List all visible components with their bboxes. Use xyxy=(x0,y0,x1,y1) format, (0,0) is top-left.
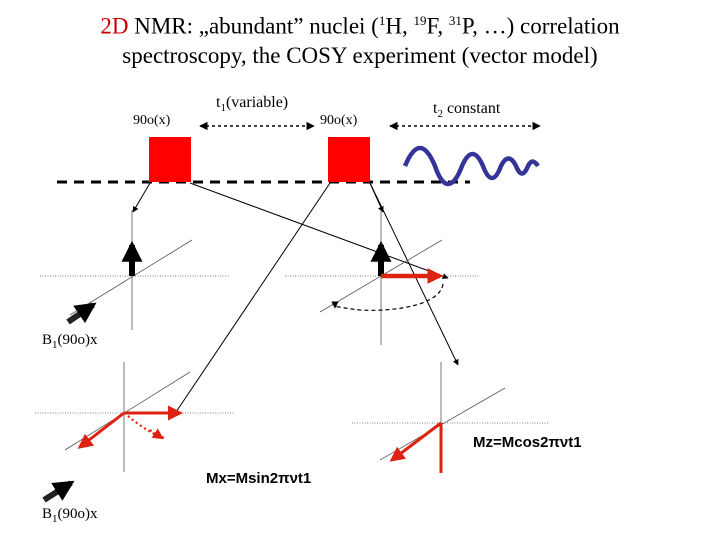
fid-signal xyxy=(402,145,540,187)
title-line-2: spectroscopy, the COSY experiment (vecto… xyxy=(122,43,598,68)
pulse-2 xyxy=(328,137,370,182)
dotted-rotation xyxy=(127,415,166,440)
b1-arrow-upper xyxy=(66,302,97,325)
frame-2 xyxy=(285,210,480,345)
t2-label: t2 constant xyxy=(433,100,501,121)
precession-arc xyxy=(331,283,444,311)
title-line-1: 2D NMR: „abundant” nuclei (1H, 19F, 31P,… xyxy=(100,13,620,39)
pulse1-label: 90o(x) xyxy=(133,113,171,128)
pulse-1 xyxy=(149,137,191,182)
diag-vector-frame4 xyxy=(389,421,442,462)
pulse2-label: 90o(x) xyxy=(320,113,358,128)
b1-label-upper: B1(90o)x xyxy=(42,332,98,351)
frame-1 xyxy=(40,210,230,330)
connector-1 xyxy=(132,182,151,213)
mz-formula: Mz=Mcos2πνt1 xyxy=(473,434,582,451)
b1-arrow-lower xyxy=(42,480,75,503)
y-vector-frame3 xyxy=(77,411,125,449)
frame-3 xyxy=(35,362,235,472)
frame-4 xyxy=(352,362,548,473)
mx-formula: Mx=Msin2πνt1 xyxy=(206,470,312,487)
b1-label-lower: B1(90o)x xyxy=(42,506,98,525)
t1-label: t1(variable) xyxy=(216,94,289,115)
title-2d: 2D xyxy=(100,13,129,39)
connector-3 xyxy=(171,182,331,419)
